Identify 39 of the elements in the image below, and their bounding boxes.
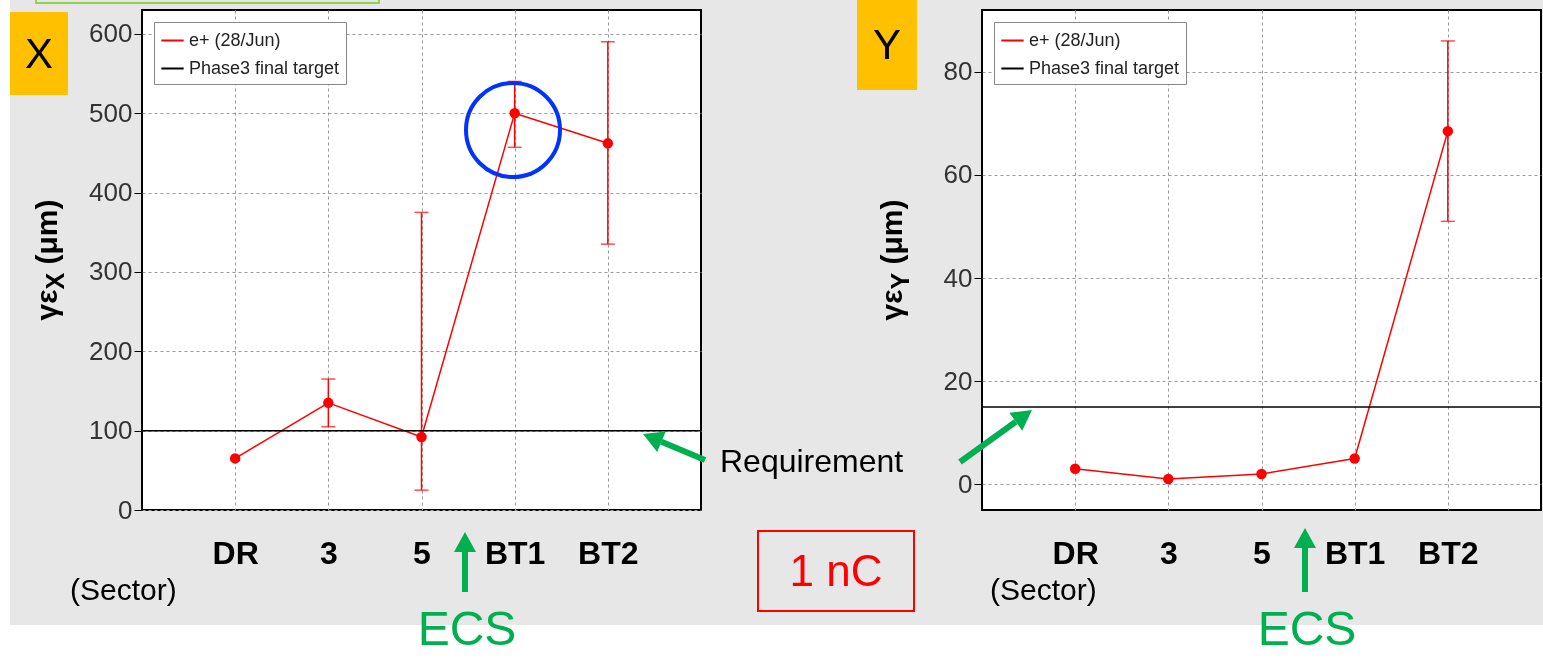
x-tick-label: DR — [212, 534, 259, 571]
y-tick-label: 60 — [943, 159, 973, 190]
text: 1 nC — [757, 530, 915, 612]
y-tick-label: 200 — [89, 335, 133, 366]
y-tick-label: 0 — [118, 494, 133, 525]
legend-label: e+ (28/Jun) — [189, 29, 281, 50]
point — [229, 453, 241, 464]
y-tick-label: 500 — [89, 97, 133, 128]
legend-label: Phase3 final target — [189, 57, 340, 78]
x-tick-label: BT2 — [578, 534, 639, 571]
y-tick-label: 300 — [89, 256, 133, 287]
text: (Sector) — [70, 573, 177, 606]
text: (Sector) — [990, 573, 1097, 606]
y-tick-label: 40 — [943, 262, 973, 293]
legend-label: e+ (28/Jun) — [1029, 29, 1121, 50]
text: Requirement — [720, 443, 904, 479]
y-tick-label: 600 — [89, 18, 133, 49]
point — [1349, 453, 1360, 464]
x-tick-label: 3 — [319, 534, 338, 571]
x-tick-label: 5 — [413, 534, 431, 571]
y-tick-label: 20 — [943, 365, 973, 396]
text: Y — [857, 0, 917, 90]
x-tick-label: 5 — [1253, 534, 1271, 571]
point — [1069, 463, 1081, 474]
y-tick-label: 0 — [958, 468, 973, 499]
x-tick-label: BT1 — [1324, 534, 1386, 571]
y-tick-label: 80 — [943, 56, 973, 87]
point — [1163, 473, 1174, 485]
y-tick-label: 100 — [89, 415, 133, 446]
legend-label: Phase3 final target — [1029, 57, 1180, 78]
y-tick-label: 400 — [89, 177, 133, 208]
x-tick-label: BT1 — [484, 534, 546, 571]
x-tick-label: DR — [1052, 534, 1099, 571]
x-tick-label: 3 — [1159, 534, 1178, 571]
point — [1256, 468, 1267, 480]
text: X — [10, 12, 68, 95]
x-tick-label: BT2 — [1418, 534, 1479, 571]
text: ECS — [1257, 602, 1357, 655]
text: ECS — [417, 602, 517, 655]
